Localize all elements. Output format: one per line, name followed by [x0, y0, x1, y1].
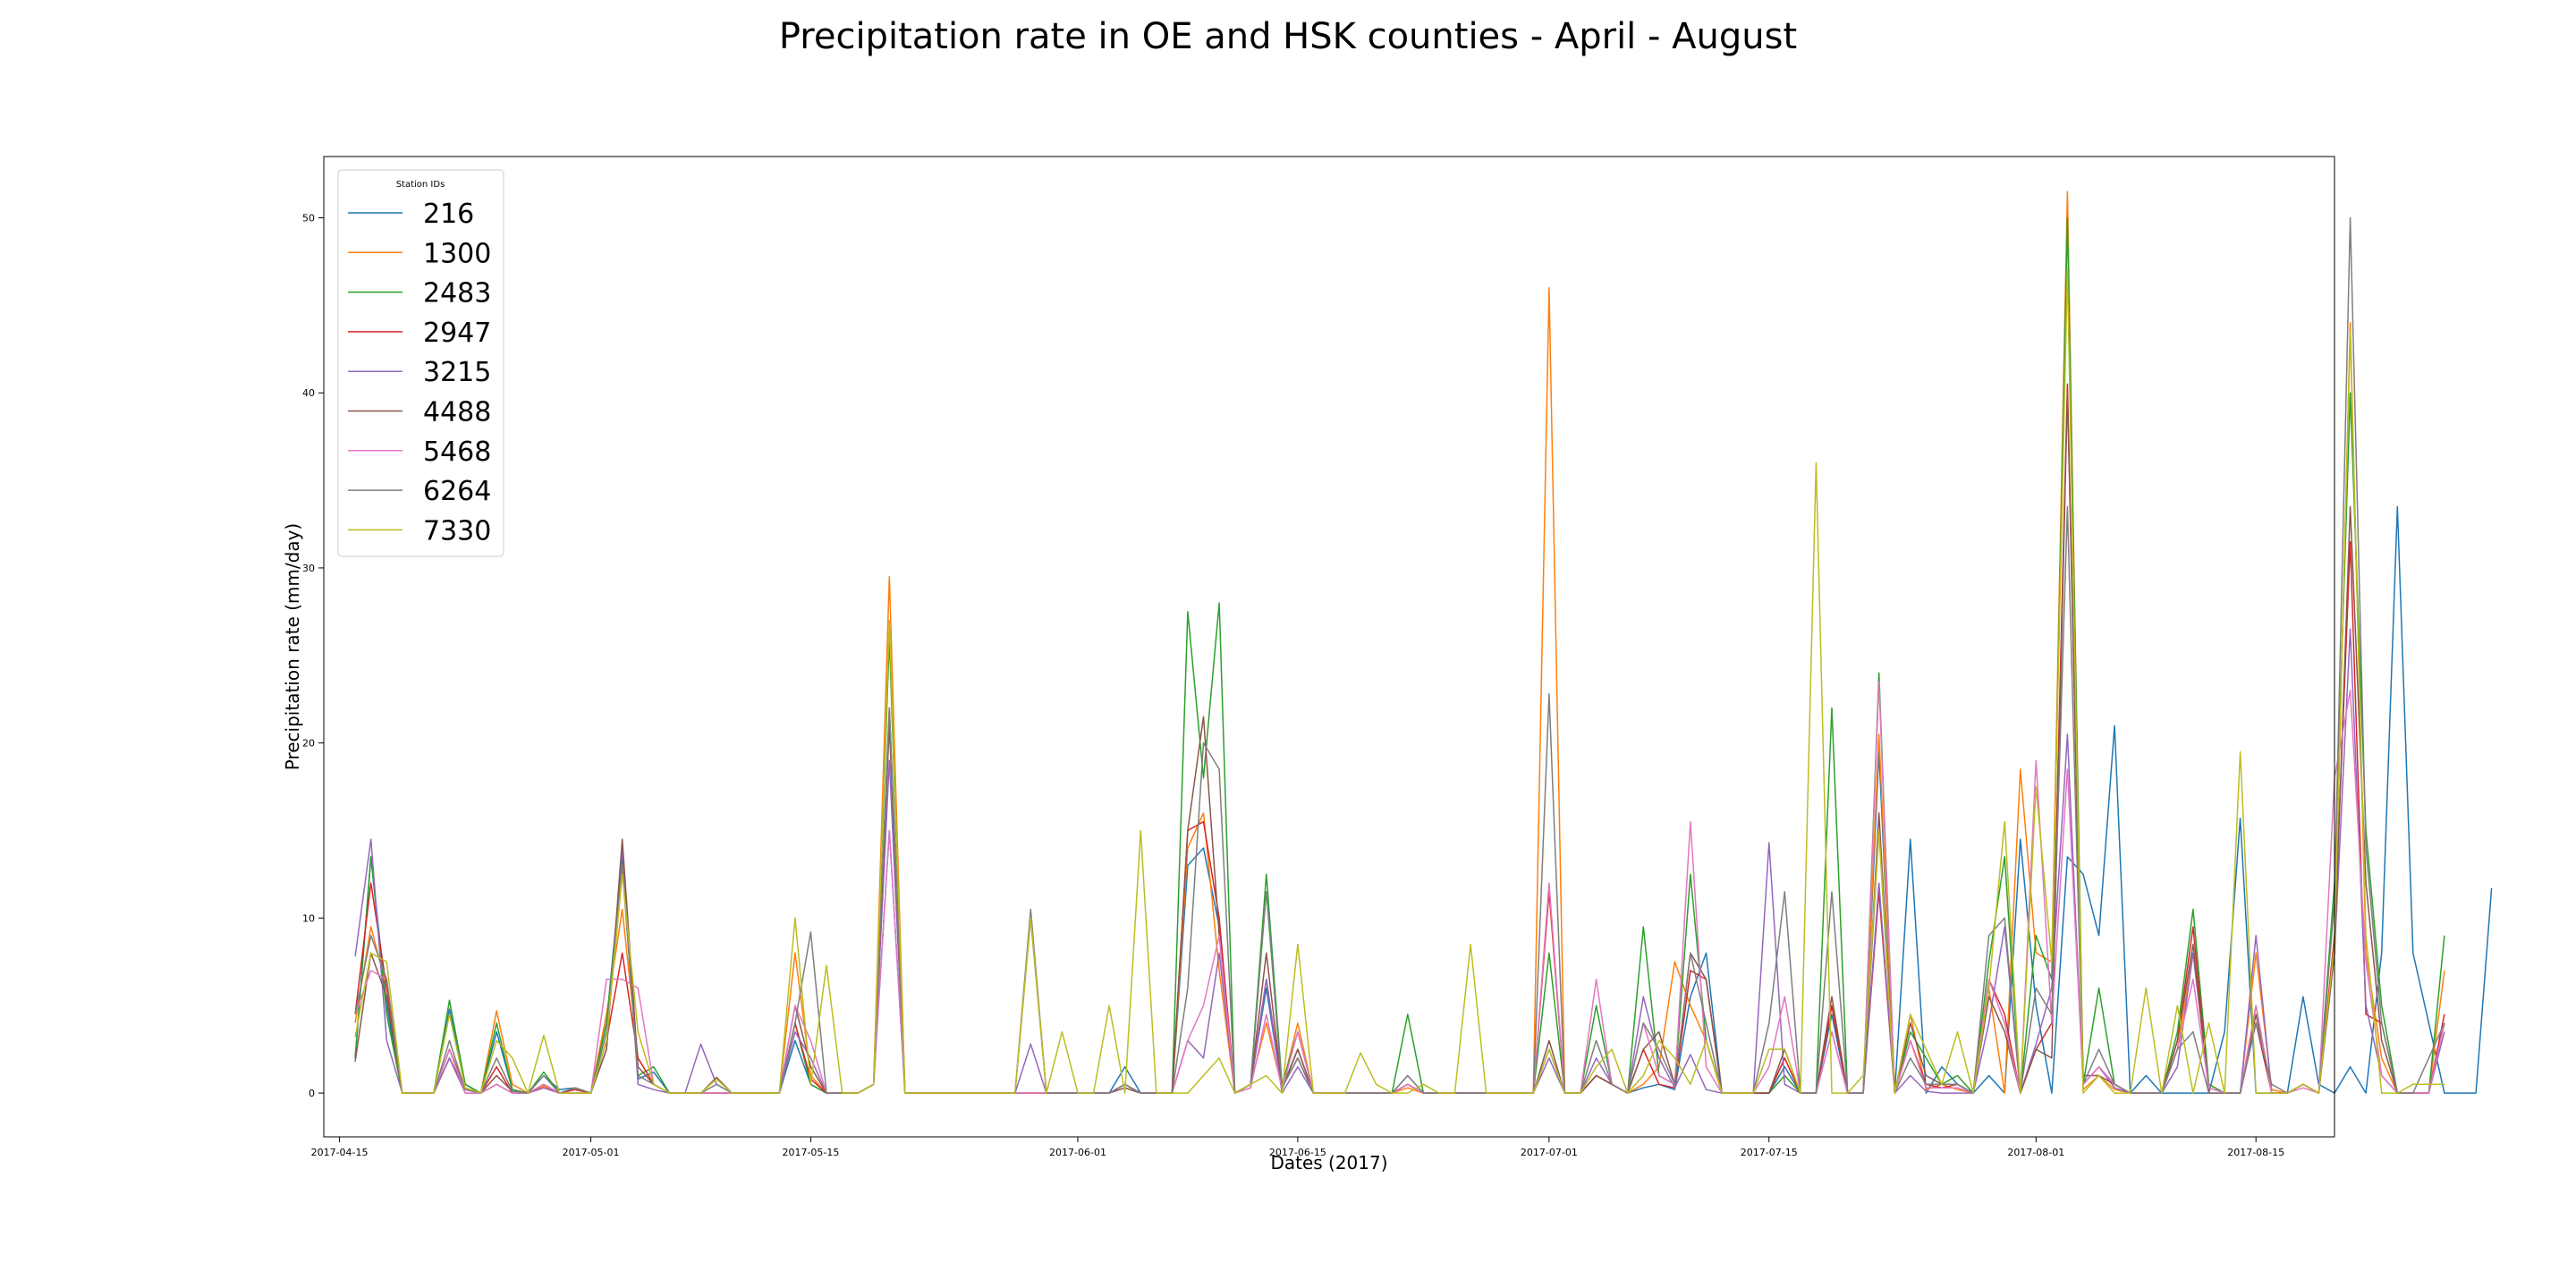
y-axis-label: Precipitation rate (mm/day) — [282, 523, 303, 770]
y-tick-label: 10 — [302, 912, 315, 924]
series-line-216 — [354, 505, 2493, 1094]
plot-frame — [323, 156, 2335, 1138]
legend-label-216: 216 — [423, 199, 474, 230]
legend-label-2947: 2947 — [423, 318, 491, 349]
y-tick-label: 0 — [309, 1088, 315, 1099]
x-tick-label: 2017-05-15 — [782, 1147, 839, 1158]
series-line-3215 — [354, 628, 2445, 1094]
legend-label-6264: 6264 — [423, 476, 491, 507]
series-line-4488 — [354, 392, 2445, 1094]
legend-title: Station IDs — [396, 180, 445, 190]
legend-label-3215: 3215 — [423, 357, 491, 388]
y-tick-label: 20 — [302, 738, 315, 750]
y-tick-label: 30 — [302, 563, 315, 574]
y-tick-label: 40 — [302, 387, 315, 399]
x-tick-label: 2017-04-15 — [311, 1147, 369, 1158]
series-line-2947 — [354, 383, 2445, 1094]
series-line-5468 — [354, 681, 2445, 1094]
y-axis: 0 10 20 30 40 50 — [302, 213, 324, 1099]
series-line-6264 — [354, 216, 2445, 1094]
series-line-2483 — [354, 216, 2445, 1094]
series-layer — [354, 191, 2493, 1094]
legend-entries: 216 1300 2483 2947 3215 4488 5468 6264 7330 — [348, 199, 491, 547]
x-tick-label: 2017-05-01 — [563, 1147, 620, 1158]
x-tick-label: 2017-06-15 — [1269, 1147, 1326, 1158]
legend: Station IDs 216 1300 2483 2947 3215 4488 5468 6… — [337, 169, 504, 557]
x-axis: 2017-04-15 2017-05-01 2017-05-15 2017-06-01… — [311, 1137, 2284, 1158]
series-line-1300 — [354, 191, 2445, 1094]
x-tick-label: 2017-07-15 — [1741, 1147, 1798, 1158]
x-tick-label: 2017-07-01 — [1521, 1147, 1578, 1158]
legend-box — [337, 169, 504, 557]
legend-label-1300: 1300 — [423, 238, 491, 269]
series-line-7330 — [354, 269, 2445, 1094]
x-tick-label: 2017-08-01 — [2007, 1147, 2064, 1158]
y-tick-label: 50 — [302, 213, 315, 225]
chart-title: Precipitation rate in OE and HSK countie… — [778, 16, 1798, 57]
legend-label-2483: 2483 — [423, 278, 491, 309]
x-tick-label: 2017-06-01 — [1049, 1147, 1106, 1158]
x-axis-label: Dates (2017) — [1270, 1152, 1387, 1174]
x-tick-label: 2017-08-15 — [2227, 1147, 2284, 1158]
legend-label-7330: 7330 — [423, 515, 491, 547]
legend-label-4488: 4488 — [423, 397, 491, 428]
legend-label-5468: 5468 — [423, 436, 491, 468]
